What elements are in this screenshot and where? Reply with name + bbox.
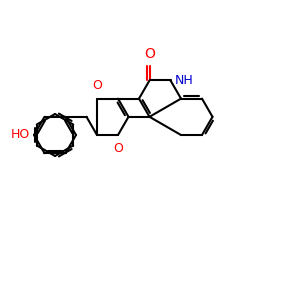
Text: O: O (92, 79, 102, 92)
Text: HO: HO (11, 128, 30, 142)
Text: O: O (144, 47, 155, 61)
Text: O: O (113, 142, 123, 155)
Text: NH: NH (175, 74, 193, 87)
